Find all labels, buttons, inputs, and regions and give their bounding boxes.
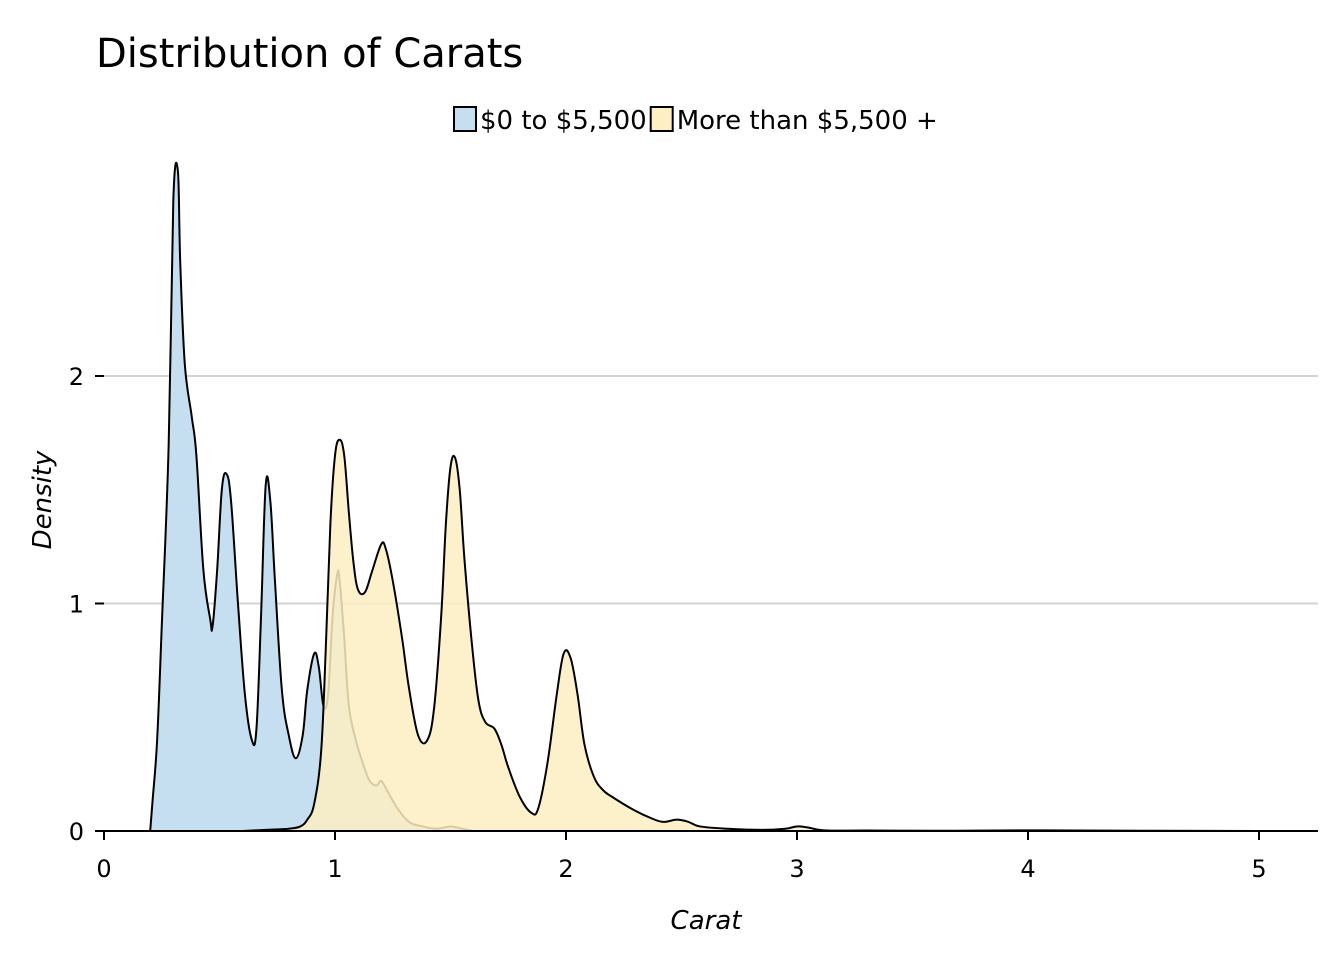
y-tick-label-1: 1	[69, 591, 84, 619]
density-areas	[149, 161, 1318, 833]
x-tick-label-4: 4	[1020, 855, 1035, 883]
density-area-series-2	[241, 438, 1318, 833]
legend-label-1: $0 to $5,500	[480, 106, 647, 136]
legend: $0 to $5,500 More than $5,500 +	[453, 106, 938, 136]
legend-swatch-1	[453, 106, 477, 132]
axes: 0 1 2 3 4 5 0 1 2	[69, 363, 1318, 883]
x-tick-label-2: 2	[558, 855, 573, 883]
legend-swatch-2	[649, 106, 674, 132]
x-tick-label-0: 0	[96, 855, 111, 883]
x-tick-label-5: 5	[1251, 855, 1266, 883]
y-tick-label-2: 2	[69, 363, 84, 391]
x-tick-label-3: 3	[789, 855, 804, 883]
legend-label-2: More than $5,500 +	[677, 106, 938, 136]
grid	[104, 375, 1318, 605]
chart-title: Distribution of Carats	[96, 31, 523, 77]
x-axis-label: Carat	[671, 906, 743, 936]
density-area-series-1	[149, 161, 475, 832]
y-axis-label: Density	[28, 450, 58, 549]
x-tick-label-1: 1	[327, 855, 342, 883]
y-tick-label-0: 0	[69, 818, 84, 846]
